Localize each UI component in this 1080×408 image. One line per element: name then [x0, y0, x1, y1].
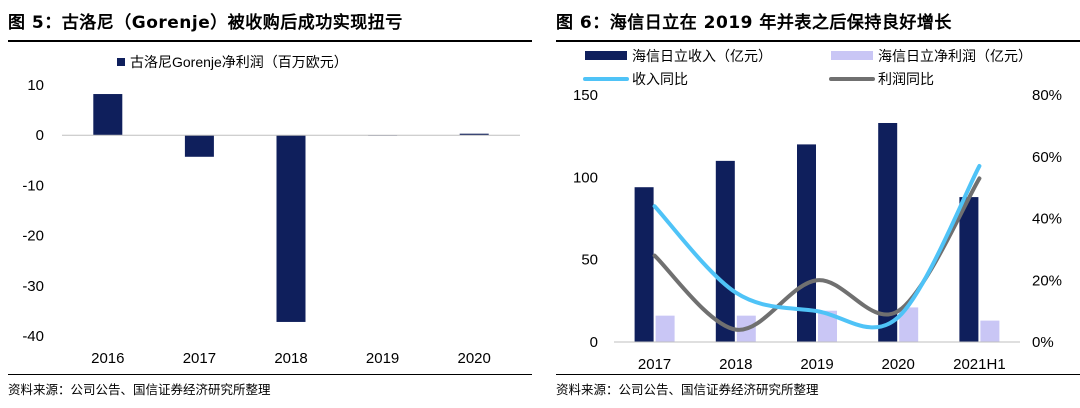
x-tick-label: 2020 [882, 356, 915, 372]
right-figure-panel: 图 6：海信日立在 2019 年并表之后保持良好增长 海信日立收入（亿元） 海信日… [548, 0, 1080, 407]
left-figure-title: 图 5：古洛尼（Gorenje）被收购后成功实现扭亏 [8, 12, 403, 33]
y-right-tick-label: 80% [1032, 87, 1062, 104]
y-right-tick-label: 0% [1032, 334, 1054, 351]
revenue-bar-2019 [797, 144, 816, 342]
legend-swatch-net-profit [831, 51, 873, 60]
y-tick-label: -30 [22, 278, 44, 295]
legend-swatch-revenue [585, 51, 627, 60]
x-tick-label: 2019 [800, 356, 833, 372]
y-tick-label: -40 [22, 328, 44, 345]
gorenje-profit-chart: 古洛尼Gorenje净利润（百万欧元） 10 0 -10 -20 -30 -40 2016 20… [22, 54, 520, 367]
x-tick-label: 2019 [366, 350, 399, 367]
x-tick-label: 2018 [274, 350, 307, 367]
x-tick-label: 2016 [91, 350, 124, 367]
legend-label-net-profit: 古洛尼Gorenje净利润（百万欧元） [130, 54, 348, 70]
y-tick-label: 0 [36, 127, 44, 144]
revenue-yoy-line [652, 164, 982, 330]
profit-yoy-line [652, 176, 982, 332]
bar-2017 [184, 135, 214, 157]
net-profit-bar-2021H1 [980, 320, 1000, 342]
net-profit-bar-2020 [899, 307, 919, 342]
legend-label-net-profit: 海信日立净利润（亿元） [878, 48, 1032, 64]
y-left-tick-label: 0 [590, 334, 598, 351]
y-tick-label: 10 [27, 77, 44, 94]
y-right-tick-label: 40% [1032, 211, 1062, 228]
hisense-hitachi-chart: 海信日立收入（亿元） 海信日立净利润（亿元） 收入同比 利润同比 150 100 50 0 80… [573, 48, 1062, 372]
legend-swatch-net-profit [117, 58, 125, 66]
right-figure-header: 图 6：海信日立在 2019 年并表之后保持良好增长 [556, 0, 1080, 42]
y-left-tick-label: 100 [573, 169, 598, 186]
y-tick-label: -20 [22, 228, 44, 245]
x-tick-label: 2017 [183, 350, 216, 367]
net-profit-bar-2019 [818, 310, 837, 342]
revenue-bar-2018 [715, 160, 735, 342]
revenue-bar-2021H1 [959, 197, 979, 342]
bar-2016 [93, 94, 123, 136]
y-right-tick-label: 20% [1032, 272, 1062, 289]
legend-label-revenue-yoy: 收入同比 [632, 71, 688, 87]
left-figure-header: 图 5：古洛尼（Gorenje）被收购后成功实现扭亏 [8, 0, 532, 42]
legend-label-profit-yoy: 利润同比 [878, 71, 934, 87]
bar-2020 [459, 133, 489, 136]
x-tick-label: 2017 [638, 356, 671, 372]
left-figure-source: 资料来源：公司公告、国信证券经济研究所整理 [8, 374, 532, 408]
net-profit-bar-2017 [655, 315, 675, 342]
legend-label-revenue: 海信日立收入（亿元） [632, 48, 772, 64]
bar-2018 [276, 135, 306, 322]
x-tick-label: 2018 [719, 356, 752, 372]
revenue-bar-2017 [634, 187, 654, 342]
x-tick-label: 2021H1 [953, 356, 1006, 372]
y-right-tick-label: 60% [1032, 149, 1062, 166]
left-figure-panel: 图 5：古洛尼（Gorenje）被收购后成功实现扭亏 古洛尼Gorenje净利润… [0, 0, 532, 407]
x-tick-label: 2020 [458, 350, 491, 367]
y-left-tick-label: 150 [573, 87, 598, 104]
y-left-tick-label: 50 [581, 252, 598, 269]
revenue-bar-2020 [878, 122, 898, 342]
right-figure-source: 资料来源：公司公告、国信证券经济研究所整理 [556, 374, 1080, 408]
right-figure-title: 图 6：海信日立在 2019 年并表之后保持良好增长 [556, 12, 952, 33]
y-tick-label: -10 [22, 177, 44, 194]
